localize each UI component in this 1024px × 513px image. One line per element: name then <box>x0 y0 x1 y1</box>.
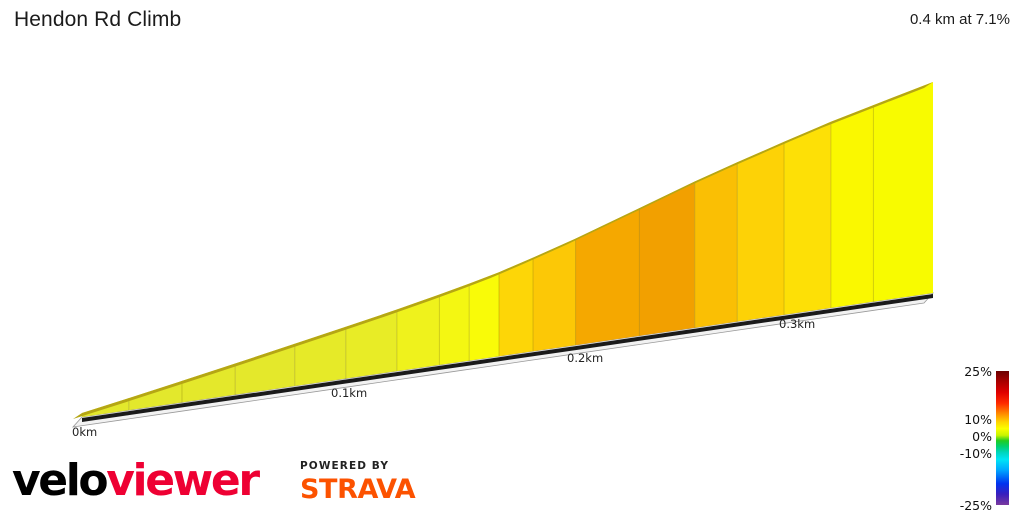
profile-top-ridge <box>73 82 933 419</box>
gradient-segment <box>235 340 295 399</box>
gradient-segment <box>439 280 470 369</box>
powered-by-label: POWERED BY <box>300 460 390 472</box>
gradient-segment <box>784 118 831 319</box>
gradient-segment <box>575 205 640 350</box>
colorbar-tick-label: 25% <box>964 364 992 379</box>
gradient-segment <box>830 102 874 312</box>
branding: veloviewer POWERED BY STRAVA <box>0 450 440 512</box>
distance-marker-label: 0km <box>72 425 98 439</box>
gradient-segment <box>737 138 785 326</box>
gradient-segments <box>82 82 933 417</box>
distance-marker-label: 0.2km <box>567 351 604 365</box>
profile-base-shadow <box>82 294 933 422</box>
colorbar-tick-label: 10% <box>964 411 992 427</box>
gradient-segment <box>533 235 576 356</box>
gradient-segment <box>345 306 397 383</box>
gradient-segment <box>873 82 933 306</box>
climb-stats: 0.4 km at 7.1% <box>909 11 1010 28</box>
segment-dividers <box>128 102 874 415</box>
colorbar-tick-label: -25% <box>959 498 992 513</box>
gradient-segment <box>694 159 738 332</box>
distance-marker-label: 0.3km <box>779 317 816 331</box>
gradient-segment <box>181 360 236 407</box>
veloviewer-logo[interactable]: veloviewer <box>12 455 260 506</box>
veloviewer-logo-velo: velo <box>12 455 109 506</box>
gradient-colorbar <box>996 371 1009 505</box>
gradient-segment <box>498 254 534 361</box>
veloviewer-logo-viewer: viewer <box>106 455 260 506</box>
gradient-segment <box>469 269 499 365</box>
gradient-segment <box>639 178 695 340</box>
colorbar-gradient <box>996 371 1009 505</box>
distance-marker-label: 0.1km <box>331 386 368 400</box>
page-title: Hendon Rd Climb <box>14 8 182 31</box>
colorbar-tick-label: 0% <box>972 428 992 444</box>
strava-logo: STRAVA <box>300 474 416 505</box>
strava-attribution[interactable]: POWERED BY STRAVA <box>300 460 430 505</box>
header: Hendon Rd Climb 0.4 km at 7.1% <box>0 0 1024 44</box>
gradient-segment <box>396 291 440 376</box>
colorbar-tick-label: -10% <box>959 446 992 462</box>
